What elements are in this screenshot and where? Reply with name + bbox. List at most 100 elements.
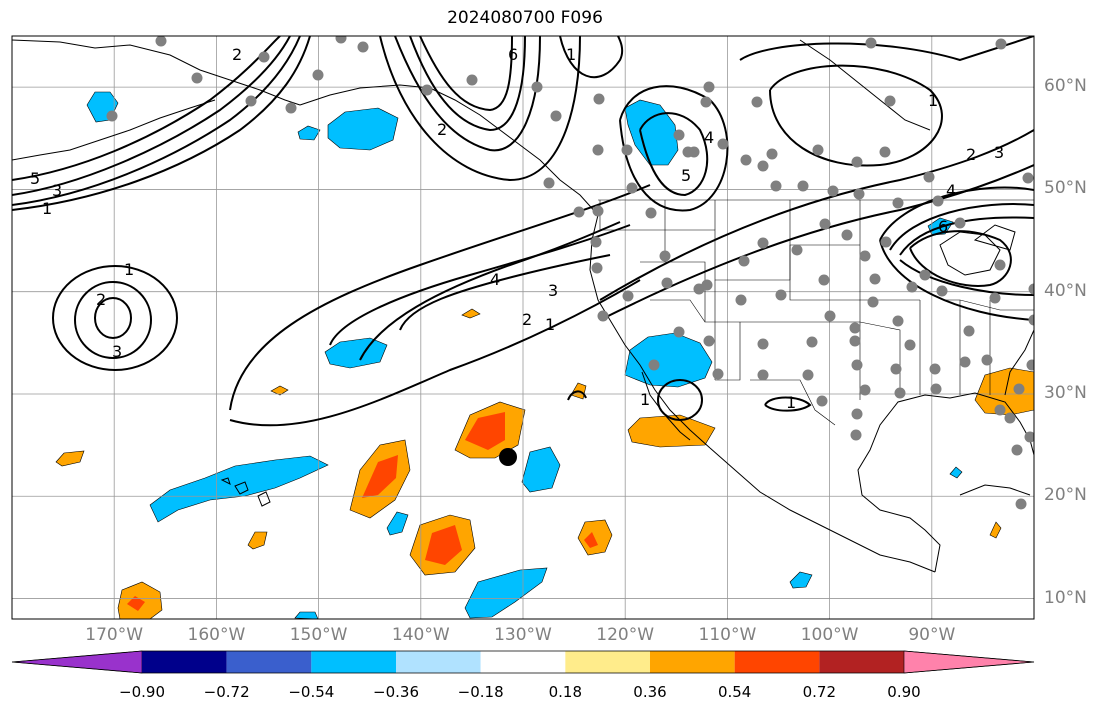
anomaly-patch xyxy=(324,337,388,369)
colorbar-segment xyxy=(903,650,1035,674)
colorbar-tick-label: −0.18 xyxy=(457,683,504,701)
colorbar-tick-label: 0.72 xyxy=(802,683,837,701)
station-marker xyxy=(550,110,562,122)
station-marker xyxy=(335,36,347,44)
station-marker xyxy=(592,144,604,156)
latitude-label: 50°N xyxy=(1044,178,1087,199)
anomaly-patch xyxy=(949,466,963,479)
colorbar-tick-label: −0.36 xyxy=(373,683,419,701)
station-marker xyxy=(1004,412,1016,424)
contour-label: 5 xyxy=(681,166,691,185)
station-marker xyxy=(703,335,715,347)
contour-label: 1 xyxy=(786,393,796,412)
contour-label: 6 xyxy=(508,45,518,64)
station-marker xyxy=(932,195,944,207)
anomaly-patch xyxy=(624,99,679,166)
anomaly-patch xyxy=(127,596,145,611)
contour-label: 2 xyxy=(966,145,976,164)
station-marker xyxy=(1022,172,1034,184)
longitude-label: 110°W xyxy=(698,625,757,645)
station-marker xyxy=(791,244,803,256)
colorbar-tick-label: −0.72 xyxy=(203,683,250,701)
station-marker xyxy=(626,182,638,194)
station-marker xyxy=(688,146,700,158)
station-marker xyxy=(659,250,671,262)
station-marker xyxy=(673,129,685,141)
station-marker xyxy=(802,369,814,381)
colorbar-tick-label: 0.18 xyxy=(548,683,583,701)
anomaly-patch xyxy=(577,519,613,556)
contour-label: 2 xyxy=(522,310,532,329)
station-marker xyxy=(701,279,713,291)
anomaly-patch xyxy=(55,450,85,467)
longitude-label: 130°W xyxy=(494,625,552,645)
station-marker xyxy=(818,274,830,286)
station-marker xyxy=(597,310,609,322)
contour-label: 1 xyxy=(545,315,555,334)
longitude-label: 160°W xyxy=(187,625,246,645)
station-marker xyxy=(859,250,871,262)
station-marker xyxy=(738,255,750,267)
anomaly-patch xyxy=(386,511,409,536)
station-marker xyxy=(593,93,605,105)
anomaly-patch xyxy=(247,531,268,550)
colorbar-tick-label: 0.90 xyxy=(887,683,921,701)
colorbar-segment xyxy=(480,651,566,673)
latitude-label: 60°N xyxy=(1044,76,1087,97)
station-marker xyxy=(1026,359,1034,371)
station-marker xyxy=(995,38,1007,50)
station-marker xyxy=(543,177,555,189)
station-marker xyxy=(770,180,782,192)
colorbar-segment xyxy=(819,651,904,673)
longitude-label: 100°W xyxy=(800,625,859,645)
station-marker xyxy=(824,310,836,322)
station-marker xyxy=(812,144,824,156)
station-marker xyxy=(621,144,633,156)
station-marker xyxy=(851,359,863,371)
contour-label: 6 xyxy=(938,217,948,236)
contour-label: 2 xyxy=(437,120,447,139)
anomaly-patch xyxy=(521,446,561,493)
station-marker xyxy=(806,336,818,348)
contour-label: 3 xyxy=(52,181,62,200)
station-marker xyxy=(531,81,543,93)
contour-label: 5 xyxy=(30,169,40,188)
coastline xyxy=(12,39,301,106)
longitude-label: 170°W xyxy=(85,625,144,645)
anomaly-patch xyxy=(362,455,398,498)
station-marker xyxy=(717,138,729,150)
latitude-label: 10°N xyxy=(1044,587,1087,608)
coastline xyxy=(799,39,931,131)
station-marker xyxy=(258,51,270,63)
station-marker xyxy=(285,102,297,114)
latitude-label: 20°N xyxy=(1044,485,1087,506)
station-marker xyxy=(1013,383,1025,395)
latitude-label: 40°N xyxy=(1044,280,1087,301)
station-marker xyxy=(622,290,634,302)
contour-label: 3 xyxy=(112,342,122,361)
station-marker xyxy=(592,205,604,217)
island xyxy=(220,477,231,485)
station-marker xyxy=(703,81,715,93)
contour-label: 4 xyxy=(490,270,500,289)
station-marker xyxy=(994,259,1006,271)
coastline xyxy=(709,447,936,573)
contour-label: 4 xyxy=(704,128,714,147)
anomaly-fill-layer xyxy=(55,91,1034,619)
station-marker xyxy=(853,188,865,200)
colorbar-tick-label: 0.36 xyxy=(633,683,667,701)
station-marker xyxy=(661,277,673,289)
coastline xyxy=(857,392,1031,573)
station-marker xyxy=(904,339,916,351)
contour-label: 1 xyxy=(124,260,134,279)
station-marker xyxy=(591,262,603,274)
coastline xyxy=(1004,329,1034,396)
station-marker xyxy=(757,369,769,381)
anomaly-patch xyxy=(149,455,329,523)
station-marker xyxy=(466,74,478,86)
longitude-label: 150°W xyxy=(289,625,348,645)
station-marker xyxy=(590,236,602,248)
station-marker xyxy=(645,207,657,219)
station-marker xyxy=(936,285,948,297)
anomaly-patch xyxy=(584,532,598,548)
